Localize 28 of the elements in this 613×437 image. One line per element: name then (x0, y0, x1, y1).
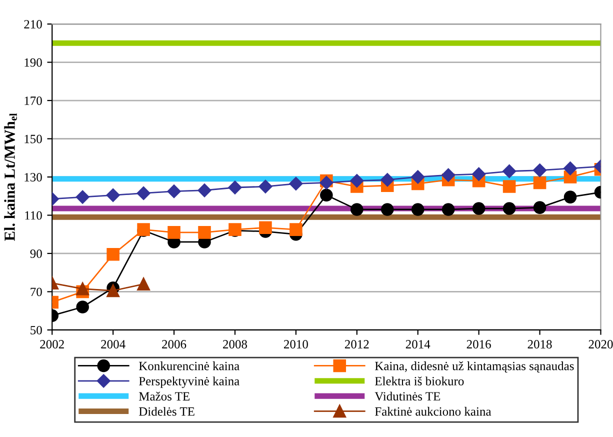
x-tick-label: 2010 (284, 340, 308, 348)
x-tick-label: 2002 (40, 340, 64, 348)
y-tick-label: 210 (24, 20, 42, 28)
y-tick-label: 50 (30, 326, 42, 334)
legend-label: Faktinė aukciono kaina (374, 406, 492, 416)
y-tick-label: 150 (24, 134, 42, 144)
legend-label: Vidutinės TE (374, 392, 440, 401)
x-tick-label: 2008 (223, 340, 248, 348)
x-tick-label: 2014 (406, 340, 430, 348)
legend-label: Mažos TE (138, 392, 190, 401)
y-tick-label: 190 (24, 58, 42, 67)
x-tick-label: 2020 (588, 340, 613, 348)
x-tick-label: 2016 (466, 340, 491, 348)
x-tick-label: 2018 (528, 340, 552, 348)
y-tick-label: 110 (25, 211, 42, 220)
legend-label: Konkurencinė kaina (138, 361, 240, 370)
y-tick-label: 130 (24, 173, 42, 182)
y-tick-label: 170 (24, 96, 42, 105)
x-tick-label: 2004 (101, 340, 126, 348)
legend-label: Perspektyvinė kaina (138, 376, 240, 388)
legend-label: Elektra iš biokuro (374, 376, 464, 386)
y-tick-label: 90 (30, 249, 42, 258)
legend-label: Didelės TE (138, 406, 194, 416)
x-tick-label: 2006 (162, 340, 186, 348)
y-axis-title: El. kaina Lt/MWh$_{el}$ (4, 113, 17, 241)
y-tick-label: 70 (30, 288, 42, 296)
x-tick-label: 2012 (344, 340, 369, 348)
legend-label: Kaina, didesnė už kintamąsias sąnaudas (374, 361, 574, 373)
